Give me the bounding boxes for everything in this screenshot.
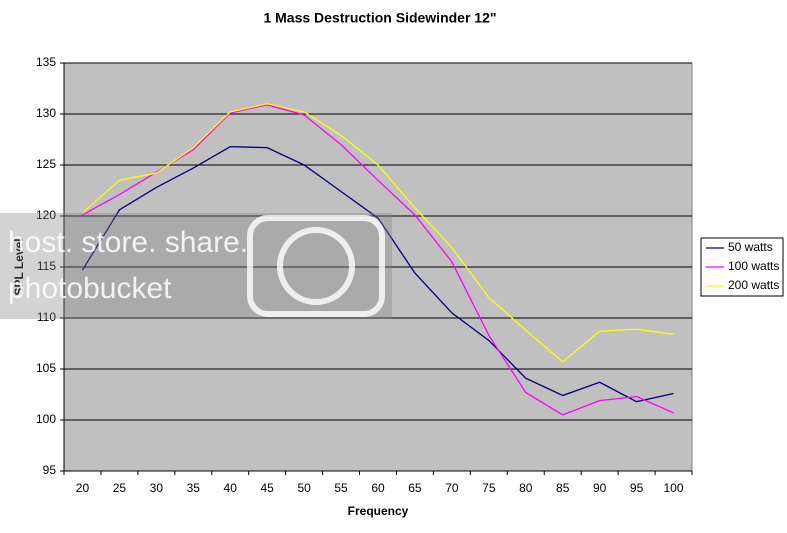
x-tick-label: 60 [371,481,385,495]
x-tick-label: 35 [187,481,201,495]
series-line [81,145,674,403]
series-line [82,104,674,416]
x-tick-label: 75 [482,481,496,495]
x-tick-label: 20 [76,481,90,495]
watermark-text: host. store. share. [8,226,248,259]
y-tick-label: 115 [37,259,56,273]
x-tick-label: 90 [593,481,607,495]
legend-label: 50 watts [728,240,773,254]
x-tick-label: 80 [519,481,533,495]
legend-label: 200 watts [728,278,779,292]
x-tick-label: 50 [297,481,311,495]
x-axis-title: Frequency [348,504,409,518]
legend-label: 100 watts [728,259,779,273]
plot: 95 100 105 110 115 120 125 130 135 20 25 30 35 40 45 50… [36,55,693,495]
series-line [82,103,674,363]
x-tick-label: 85 [556,481,570,495]
x-tick-label: 95 [630,481,644,495]
x-tick-label: 70 [445,481,459,495]
y-tick-label: 130 [36,106,56,120]
y-tick-label: 110 [37,310,56,324]
y-tick-label: 125 [36,157,56,171]
x-tick-label: 65 [408,481,422,495]
x-tick-label: 40 [224,481,238,495]
x-tick-label: 55 [334,481,348,495]
y-tick-label: 105 [36,361,56,375]
chart-title: 1 Mass Destruction Sidewinder 12" [263,10,496,26]
watermark-lens [277,227,355,305]
y-tick-label: 120 [36,208,56,222]
watermark-text: photobucket [8,272,172,305]
y-tick-label: 95 [43,463,57,477]
x-tick-label: 100 [664,481,684,495]
x-tick-label: 30 [150,481,164,495]
y-tick-label: 100 [36,412,56,426]
x-tick-label: 25 [113,481,127,495]
y-tick-label: 135 [36,55,56,69]
legend: 50 watts 100 watts 200 watts [706,240,779,292]
x-tick-label: 45 [260,481,274,495]
watermark-camera [247,215,385,317]
y-axis-title: SPL Level [12,238,26,295]
